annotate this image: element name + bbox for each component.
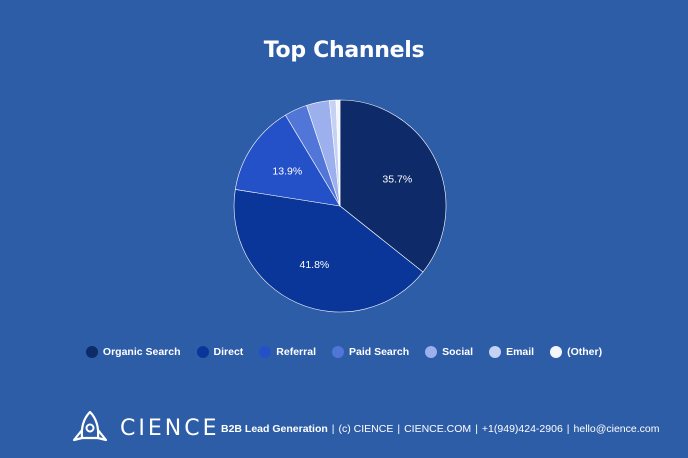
data-label: 35.7% [382, 173, 412, 185]
legend-item: Email [489, 346, 534, 358]
legend-item: Paid Search [332, 346, 409, 358]
pie-slice-referral [234, 114, 341, 207]
legend-label: Direct [213, 346, 244, 358]
tagline: B2B Lead Generation [221, 423, 328, 435]
legend-label: Referral [276, 346, 316, 358]
legend-item: Referral [259, 346, 316, 358]
legend-item: Social [425, 346, 473, 358]
legend-swatch [489, 346, 502, 358]
data-label: 41.8% [299, 259, 329, 271]
legend-swatch [550, 346, 563, 358]
legend-label: (Other) [567, 346, 603, 358]
pie-slice-other [335, 99, 341, 207]
cience-logo: CIENCE [70, 410, 219, 446]
data-label: 13.9% [272, 165, 302, 177]
pie-slice-organic-search [339, 99, 447, 273]
chart-legend: Organic Search Direct Referral Paid Search S… [0, 346, 688, 358]
website-link[interactable]: CIENCE.COM [404, 423, 472, 435]
legend-label: Email [506, 346, 535, 358]
pie-chart: 35.7% 41.8% 13.9% [233, 99, 447, 313]
pie-slice-direct [233, 189, 424, 313]
copyright: (c) CIENCE [338, 423, 394, 435]
legend-label: Social [442, 346, 474, 358]
legend-label: Paid Search [349, 346, 410, 358]
legend-swatch [85, 346, 98, 358]
legend-item: Organic Search [85, 346, 181, 358]
rocket-icon [72, 410, 108, 442]
footer: CIENCE B2B Lead Generation | (c) CIENCE | CI… [0, 400, 688, 458]
contact-line: B2B Lead Generation | (c) CIENCE | CIENCE.CO… [221, 423, 660, 435]
legend-item: Direct [196, 346, 244, 358]
legend-swatch [196, 346, 209, 358]
legend-item: (Other) [550, 346, 602, 358]
legend-swatch [332, 346, 344, 358]
legend-swatch [425, 346, 438, 358]
phone-number[interactable]: +1(949)424-2906 [481, 423, 563, 435]
email-link[interactable]: hello@cience.com [573, 423, 660, 435]
logo-text: CIENCE [120, 415, 220, 441]
legend-swatch [259, 346, 272, 358]
chart-title: Top Channels [263, 38, 425, 63]
legend-label: Organic Search [102, 346, 181, 358]
